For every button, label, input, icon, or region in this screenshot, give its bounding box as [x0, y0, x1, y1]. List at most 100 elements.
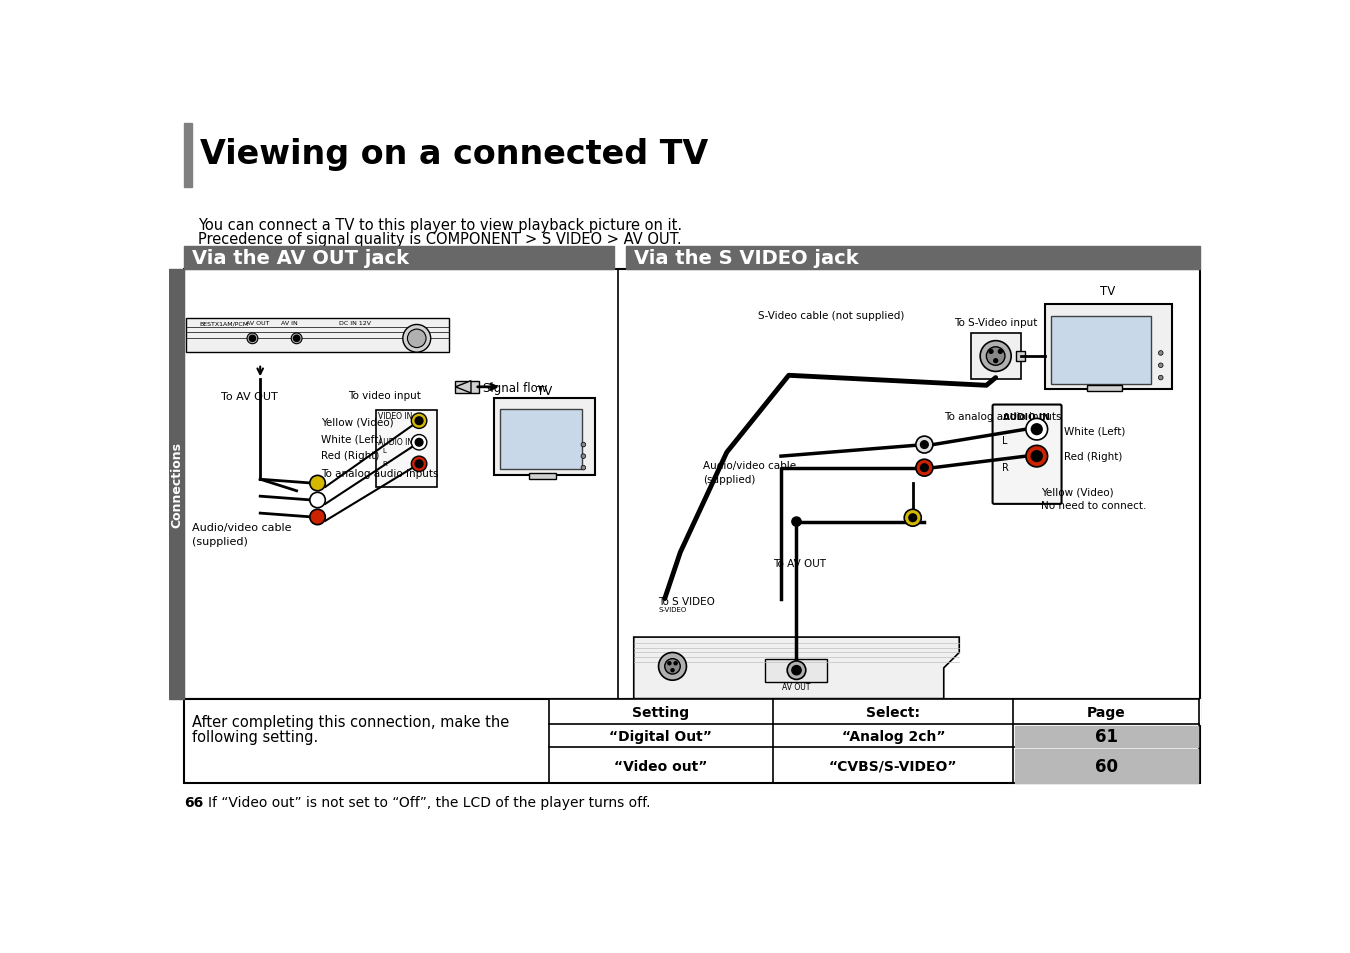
Text: “CVBS/S-VIDEO”: “CVBS/S-VIDEO”: [829, 759, 957, 773]
Circle shape: [921, 464, 929, 472]
Circle shape: [994, 359, 998, 363]
Bar: [548, 699, 1200, 724]
Circle shape: [999, 350, 1002, 354]
Text: To AV OUT: To AV OUT: [774, 558, 826, 568]
Bar: [184, 699, 1200, 783]
Bar: [186, 318, 450, 353]
Bar: [765, 659, 828, 682]
Polygon shape: [455, 381, 471, 394]
Circle shape: [980, 341, 1011, 372]
Circle shape: [1026, 446, 1048, 467]
Text: To S VIDEO: To S VIDEO: [659, 597, 716, 607]
Text: DC IN 12V: DC IN 12V: [339, 321, 371, 326]
Text: AV IN: AV IN: [281, 321, 298, 326]
Bar: [626, 247, 1200, 270]
Bar: [1087, 386, 1122, 392]
Circle shape: [664, 659, 680, 675]
Text: Viewing on a connected TV: Viewing on a connected TV: [200, 137, 707, 171]
Circle shape: [412, 436, 427, 451]
Text: Setting: Setting: [632, 705, 690, 719]
Circle shape: [987, 348, 1004, 366]
Text: AV OUT: AV OUT: [246, 321, 270, 326]
Circle shape: [915, 436, 933, 454]
Circle shape: [250, 335, 255, 342]
Circle shape: [921, 441, 929, 449]
Text: TV: TV: [537, 384, 552, 397]
Bar: [1045, 305, 1172, 390]
Text: 66: 66: [184, 795, 204, 809]
Text: 61: 61: [1095, 727, 1118, 745]
Polygon shape: [633, 638, 960, 699]
Circle shape: [990, 350, 994, 354]
Text: Precedence of signal quality is COMPONENT > S VIDEO > AV OUT.: Precedence of signal quality is COMPONEN…: [198, 232, 682, 246]
Circle shape: [904, 510, 921, 527]
Circle shape: [1158, 352, 1164, 355]
Bar: [501, 410, 582, 470]
Circle shape: [659, 653, 686, 680]
Bar: [494, 399, 595, 476]
Circle shape: [309, 476, 325, 491]
Circle shape: [792, 517, 801, 527]
Text: R: R: [1002, 462, 1008, 472]
Circle shape: [416, 460, 423, 468]
Circle shape: [580, 443, 586, 447]
Circle shape: [292, 334, 302, 344]
Text: White (Left): White (Left): [1064, 426, 1126, 436]
Circle shape: [412, 414, 427, 429]
Text: R: R: [382, 460, 387, 466]
Bar: [169, 270, 184, 699]
Circle shape: [416, 417, 423, 425]
Bar: [1015, 352, 1025, 361]
FancyBboxPatch shape: [992, 405, 1061, 504]
Text: To analog audio inputs: To analog audio inputs: [321, 468, 439, 478]
Bar: [455, 381, 479, 394]
Text: Audio/video cable
(supplied): Audio/video cable (supplied): [192, 522, 292, 546]
Circle shape: [247, 334, 258, 344]
Bar: [184, 270, 1200, 699]
Text: VIDEO IN: VIDEO IN: [378, 412, 412, 421]
Text: “Digital Out”: “Digital Out”: [609, 729, 713, 742]
Text: L: L: [382, 447, 386, 454]
Bar: [184, 247, 614, 270]
Text: AUDIO IN: AUDIO IN: [1003, 413, 1050, 422]
Circle shape: [580, 466, 586, 471]
Circle shape: [674, 662, 678, 665]
Text: Connections: Connections: [170, 441, 184, 527]
Text: TV: TV: [1100, 284, 1115, 297]
Text: AUDIO IN: AUDIO IN: [378, 437, 413, 446]
Circle shape: [309, 493, 325, 508]
Bar: [184, 124, 192, 188]
Circle shape: [1031, 424, 1042, 436]
Circle shape: [416, 439, 423, 447]
Text: White (Left): White (Left): [321, 434, 382, 443]
Text: If “Video out” is not set to “Off”, the LCD of the player turns off.: If “Video out” is not set to “Off”, the …: [208, 795, 649, 809]
Bar: [1050, 316, 1152, 384]
Circle shape: [408, 330, 427, 348]
Text: Via the S VIDEO jack: Via the S VIDEO jack: [633, 249, 859, 268]
Circle shape: [402, 325, 431, 353]
Text: “Analog 2ch”: “Analog 2ch”: [841, 729, 945, 742]
Text: Red (Right): Red (Right): [321, 451, 379, 460]
Text: L: L: [1002, 436, 1007, 446]
Text: To analog audio inputs: To analog audio inputs: [944, 412, 1061, 422]
Text: After completing this connection, make the: After completing this connection, make t…: [192, 715, 509, 729]
Bar: [1015, 749, 1197, 783]
Text: Signal flow: Signal flow: [482, 381, 547, 395]
Text: BESTX1AM/PCM: BESTX1AM/PCM: [200, 321, 248, 326]
Text: S-Video cable (not supplied): S-Video cable (not supplied): [757, 311, 904, 320]
Circle shape: [668, 662, 671, 665]
Circle shape: [671, 669, 674, 672]
Bar: [971, 334, 1021, 379]
Text: 60: 60: [1095, 757, 1118, 775]
Circle shape: [1158, 375, 1164, 380]
Circle shape: [792, 666, 801, 675]
Text: Select:: Select:: [867, 705, 921, 719]
Circle shape: [1158, 364, 1164, 368]
Bar: [377, 411, 437, 487]
Text: To S-Video input: To S-Video input: [954, 317, 1037, 328]
Circle shape: [1031, 452, 1042, 462]
Text: “Video out”: “Video out”: [614, 759, 707, 773]
Text: following setting.: following setting.: [192, 730, 319, 744]
Bar: [1015, 726, 1197, 747]
Circle shape: [915, 459, 933, 476]
